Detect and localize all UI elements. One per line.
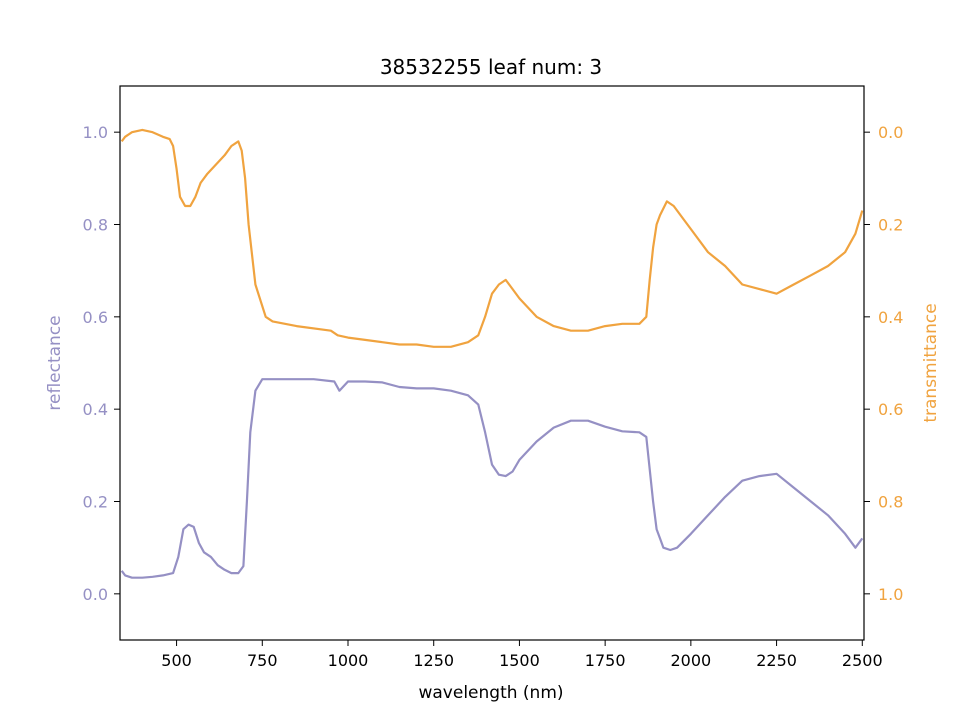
series-line-transmittance [120, 128, 864, 348]
x-tick-label: 500 [161, 651, 192, 670]
x-tick-label: 1750 [585, 651, 626, 670]
x-tick-label: 2250 [756, 651, 797, 670]
series-line-reflectance [120, 378, 864, 579]
chart-title: 38532255 leaf num: 3 [380, 55, 602, 79]
left-y-tick-label: 1.0 [83, 123, 108, 142]
right-y-tick-label: 0.6 [878, 400, 903, 419]
left-y-tick-label: 0.2 [83, 493, 108, 512]
x-axis: 500 750 1000 1250 1500 1750 2000 2250 2500 [161, 640, 883, 670]
right-y-tick-label: 0.0 [878, 123, 903, 142]
x-tick-label: 2500 [842, 651, 883, 670]
left-y-tick-label: 0.4 [83, 400, 108, 419]
left-y-axis-label: reflectance [45, 315, 65, 410]
x-tick-label: 1250 [413, 651, 454, 670]
left-y-tick-label: 0.0 [83, 585, 108, 604]
right-y-tick-label: 0.2 [878, 216, 903, 235]
right-y-tick-label: 1.0 [878, 585, 903, 604]
right-y-axis: 0.0 0.2 0.4 0.6 0.8 1.0 [864, 123, 903, 604]
x-tick-label: 750 [247, 651, 278, 670]
left-y-tick-label: 0.6 [83, 308, 108, 327]
right-y-tick-label: 0.4 [878, 308, 903, 327]
x-tick-label: 1000 [328, 651, 369, 670]
right-y-axis-label: transmittance [921, 303, 941, 422]
left-y-axis: 0.0 0.2 0.4 0.6 0.8 1.0 [83, 123, 120, 604]
x-axis-label: wavelength (nm) [418, 683, 563, 703]
right-y-tick-label: 0.8 [878, 493, 903, 512]
series-layer [120, 128, 864, 579]
x-tick-label: 2000 [670, 651, 711, 670]
x-tick-label: 1500 [499, 651, 540, 670]
left-y-tick-label: 0.8 [83, 216, 108, 235]
plot-frame [119, 85, 865, 641]
